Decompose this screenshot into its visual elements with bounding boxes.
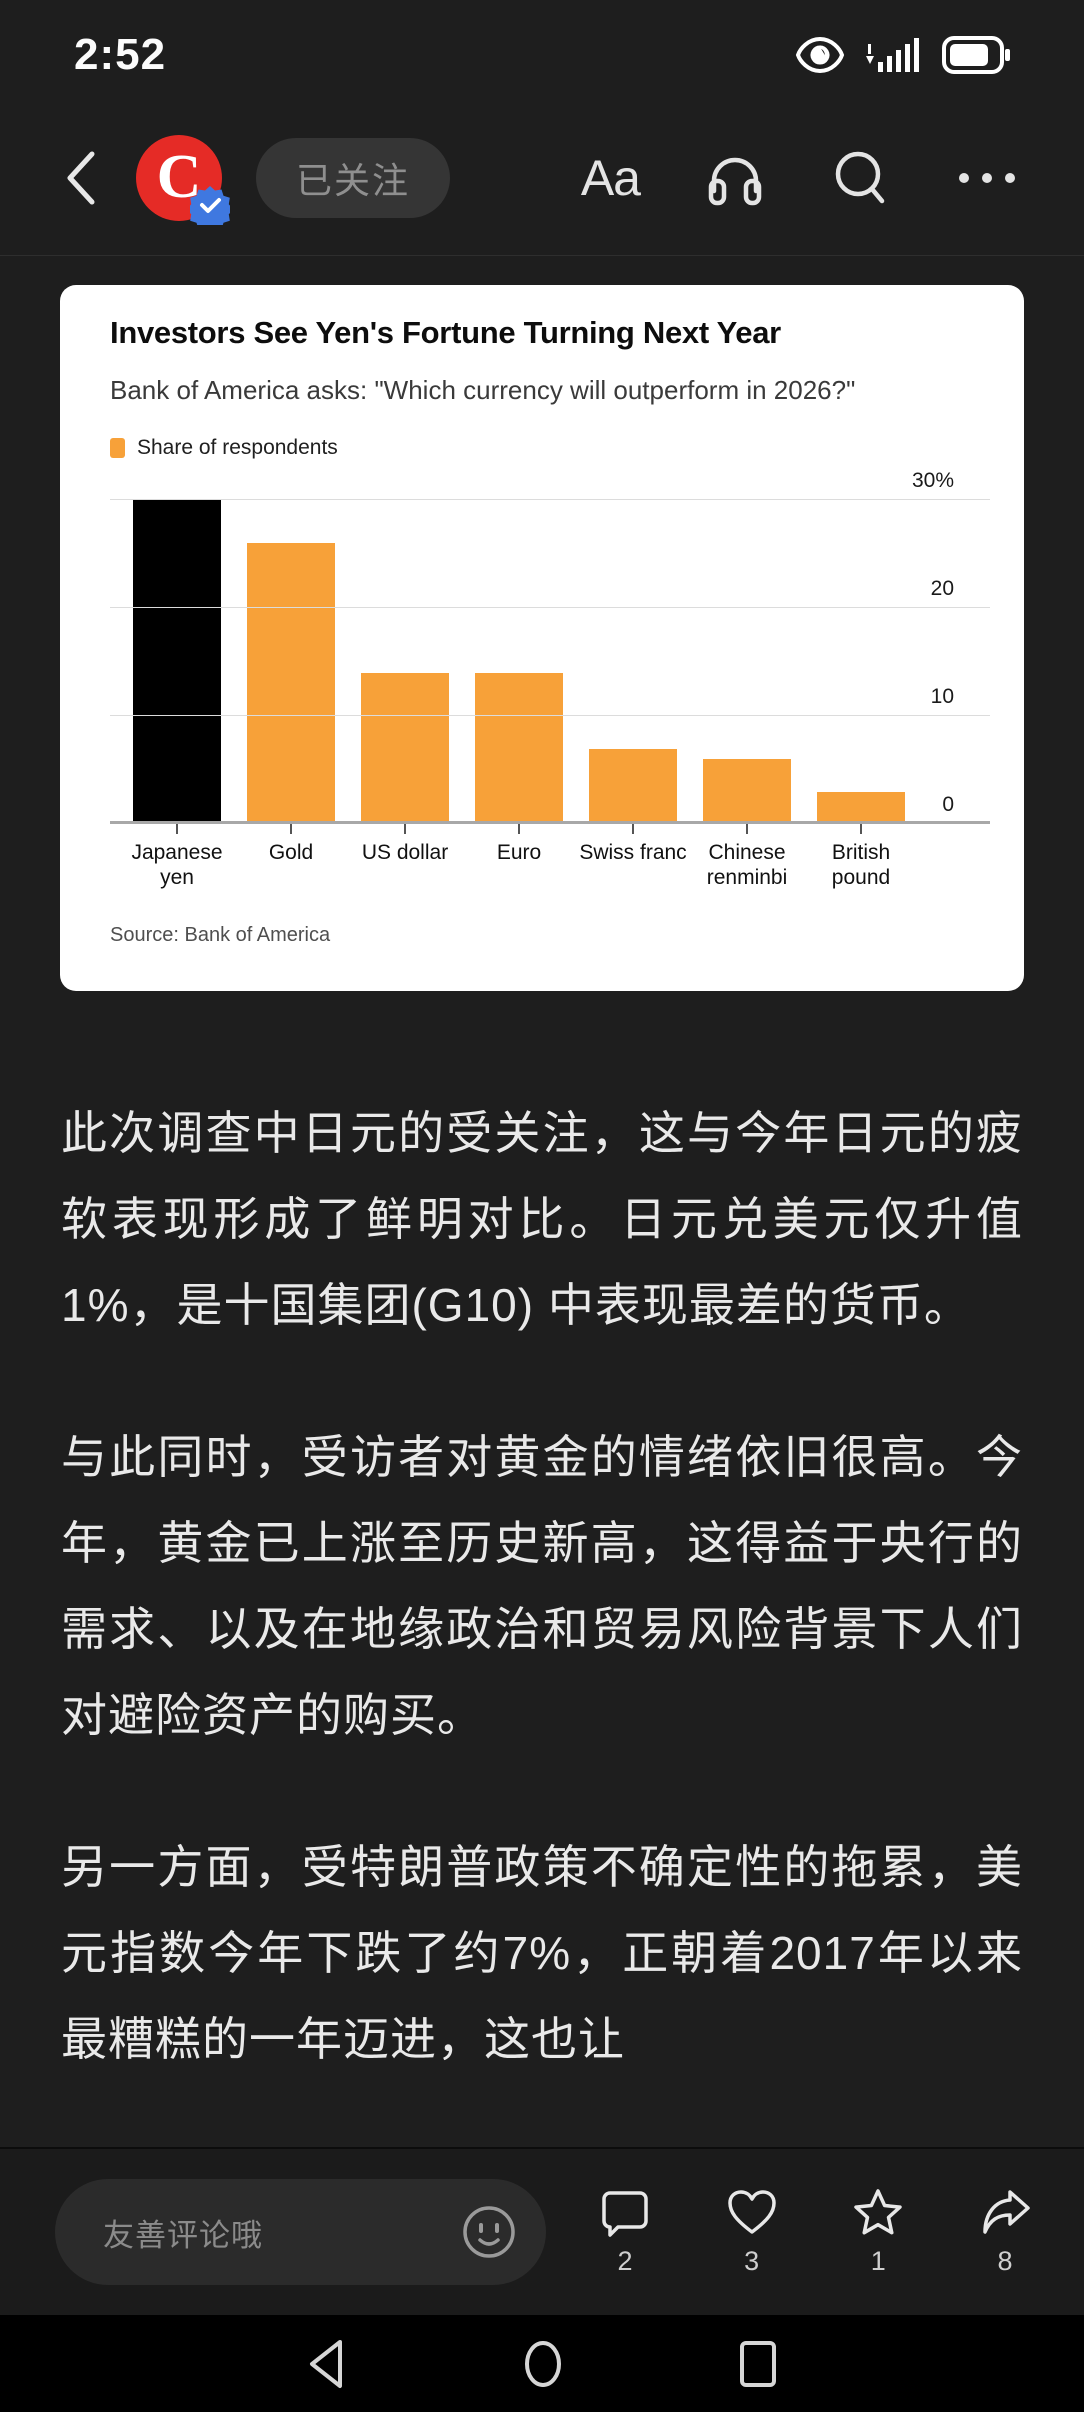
publisher-avatar[interactable]: C <box>136 134 230 225</box>
chart-source: Source: Bank of America <box>110 924 331 947</box>
gridline <box>110 715 990 717</box>
legend-swatch <box>110 438 125 459</box>
bar-column <box>462 672 576 825</box>
battery-icon <box>942 35 1012 75</box>
article-paragraph: 与此同时，受访者对黄金的情绪依旧很高。今年，黄金已上涨至历史新高，这得益于央行的… <box>61 1431 1023 1741</box>
x-axis-line <box>110 821 990 825</box>
action-group: 2 3 1 8 <box>590 2188 1040 2277</box>
comment-action[interactable]: 2 <box>590 2188 660 2277</box>
x-axis-label: Euro <box>496 841 542 865</box>
bar-euro <box>475 672 563 825</box>
comment-input[interactable]: 友善评论哦 <box>55 2179 546 2285</box>
emoji-icon[interactable] <box>460 2203 518 2261</box>
comment-count: 2 <box>617 2245 633 2276</box>
font-size-button[interactable]: Aa <box>580 149 641 206</box>
chart-title: Investors See Yen's Fortune Turning Next… <box>110 315 781 350</box>
bar-column <box>690 759 804 825</box>
share-count: 8 <box>997 2245 1013 2276</box>
bar-swiss-franc <box>589 748 677 825</box>
more-options-button[interactable] <box>954 147 1020 209</box>
x-axis-tick <box>290 824 292 835</box>
x-label-column: US dollar <box>348 824 462 890</box>
share-icon <box>978 2188 1032 2238</box>
bar-column <box>576 748 690 825</box>
y-axis-tick-label: 20 <box>930 577 954 601</box>
x-label-column: Japanese yen <box>120 824 234 890</box>
chart-plot: 0 10 20 30% <box>110 469 990 825</box>
x-label-column: Swiss franc <box>576 824 690 890</box>
bar-column <box>234 543 348 825</box>
bar-column <box>120 500 234 825</box>
comment-icon <box>600 2188 650 2238</box>
x-label-column: Gold <box>234 824 348 890</box>
bar-chinese-renminbi <box>703 759 791 825</box>
chart-legend: Share of respondents <box>110 436 990 460</box>
article-paragraph: 此次调查中日元的受关注，这与今年日元的疲软表现形成了鲜明对比。日元兑美元仅升值1… <box>61 1107 1023 1331</box>
article-header: C 已关注 Aa <box>0 100 1084 256</box>
bar-us-dollar <box>361 672 449 825</box>
chart-card: Investors See Yen's Fortune Turning Next… <box>60 285 1024 991</box>
article-body: 此次调查中日元的受关注，这与今年日元的疲软表现形成了鲜明对比。日元兑美元仅升值1… <box>61 1090 1023 2148</box>
chart-subtitle: Bank of America asks: "Which currency wi… <box>110 375 856 405</box>
like-count: 3 <box>744 2245 760 2276</box>
comment-placeholder: 友善评论哦 <box>103 2217 263 2253</box>
bar-british-pound <box>817 791 905 825</box>
back-button[interactable] <box>60 146 110 210</box>
followed-button[interactable]: 已关注 <box>256 137 451 218</box>
android-nav-bar <box>0 2315 1084 2412</box>
article-paragraph: 另一方面，受特朗普政策不确定性的拖累，美元指数今年下跌了约7%，正朝着2017年… <box>61 1841 1023 2065</box>
y-axis-tick-label: 10 <box>930 685 954 709</box>
signal-icon <box>862 34 926 76</box>
star-icon <box>852 2188 904 2238</box>
legend-label: Share of respondents <box>137 436 338 460</box>
eye-protection-icon <box>794 35 846 75</box>
y-axis-tick-label: 30% <box>911 469 954 493</box>
share-action[interactable]: 8 <box>970 2188 1040 2277</box>
nav-home-button[interactable] <box>518 2336 568 2392</box>
clock: 2:52 <box>74 30 167 79</box>
x-axis-label: Swiss franc <box>579 841 687 865</box>
x-label-column: British pound <box>804 824 918 890</box>
bar-column <box>348 672 462 825</box>
bar-gold <box>247 543 335 825</box>
search-button[interactable] <box>830 147 890 209</box>
bar-column <box>804 791 918 825</box>
favorite-count: 1 <box>870 2245 886 2276</box>
x-axis-label: Chinese renminbi <box>706 841 788 890</box>
x-axis-tick <box>176 824 178 835</box>
gridline <box>110 607 990 609</box>
heart-icon <box>726 2188 778 2238</box>
nav-recents-button[interactable] <box>736 2336 780 2392</box>
x-axis-label: Japanese yen <box>131 841 223 890</box>
bar-japanese-yen <box>133 500 221 825</box>
x-axis-tick <box>746 824 748 835</box>
x-axis-label: British pound <box>831 841 891 890</box>
x-axis-label: US dollar <box>361 841 449 865</box>
listen-audio-button[interactable] <box>704 147 766 209</box>
verified-badge-icon <box>190 185 230 225</box>
nav-back-button[interactable] <box>304 2336 350 2392</box>
x-axis-labels: Japanese yen Gold US dollar Euro Swiss franc… <box>120 824 918 890</box>
favorite-action[interactable]: 1 <box>843 2188 913 2277</box>
x-axis-tick <box>404 824 406 835</box>
like-action[interactable]: 3 <box>717 2188 787 2277</box>
x-label-column: Euro <box>462 824 576 890</box>
comment-toolbar: 友善评论哦 2 3 <box>0 2147 1084 2315</box>
bars-row <box>120 500 918 825</box>
gridline <box>110 499 990 501</box>
x-axis-tick <box>860 824 862 835</box>
x-axis-label: Gold <box>268 841 314 865</box>
y-axis-tick-label: 0 <box>942 793 954 817</box>
x-label-column: Chinese renminbi <box>690 824 804 890</box>
status-bar: 2:52 <box>0 0 1084 100</box>
status-icons <box>794 34 1012 76</box>
x-axis-tick <box>632 824 634 835</box>
x-axis-tick <box>518 824 520 835</box>
